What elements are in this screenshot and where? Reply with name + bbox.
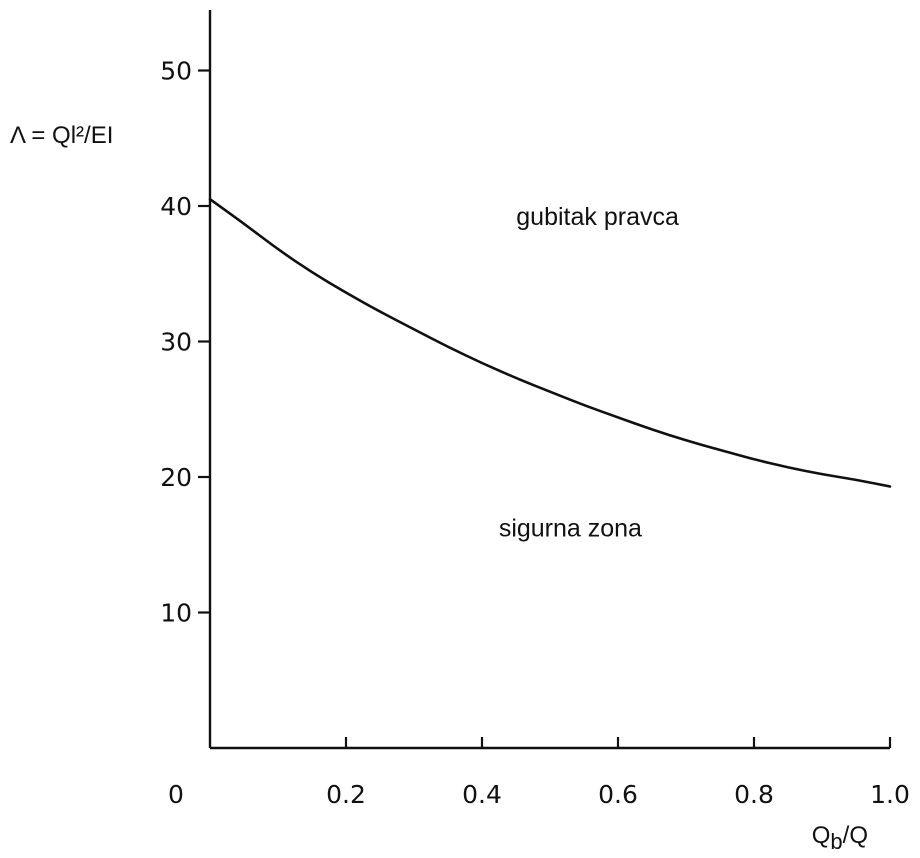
x-tick-label: 1.0 bbox=[870, 780, 910, 809]
x-tick-label: 0.6 bbox=[598, 780, 638, 809]
x-tick-label: 0.2 bbox=[326, 780, 366, 809]
x-tick-label: 0.8 bbox=[734, 780, 774, 809]
axes bbox=[208, 10, 890, 750]
x-tick-label: 0 bbox=[168, 780, 184, 809]
x-axis-label-rest: /Q bbox=[843, 822, 868, 849]
x-ticks: 0 0.2 0.4 0.6 0.8 1.0 bbox=[168, 737, 910, 809]
x-axis-label: Qb/Q bbox=[812, 822, 868, 854]
y-axis-label: Λ = Ql²/EI bbox=[10, 122, 113, 149]
annotation-loss-of-direction: gubitak pravca bbox=[516, 203, 679, 231]
series-line bbox=[208, 197, 892, 488]
annotation-safe-zone: sigurna zona bbox=[499, 515, 642, 543]
y-ticks: 10 20 30 40 50 bbox=[160, 57, 210, 628]
y-tick-label: 40 bbox=[160, 192, 192, 221]
x-tick-label: 0.4 bbox=[462, 780, 502, 809]
y-tick-label: 10 bbox=[160, 599, 192, 628]
x-axis-label-subscript: b bbox=[830, 829, 842, 854]
y-tick-label: 50 bbox=[160, 57, 192, 86]
x-axis-label-q: Q bbox=[812, 822, 831, 849]
y-tick-label: 30 bbox=[160, 328, 192, 357]
annotations: gubitak pravca sigurna zona bbox=[499, 203, 679, 543]
y-tick-label: 20 bbox=[160, 463, 192, 492]
